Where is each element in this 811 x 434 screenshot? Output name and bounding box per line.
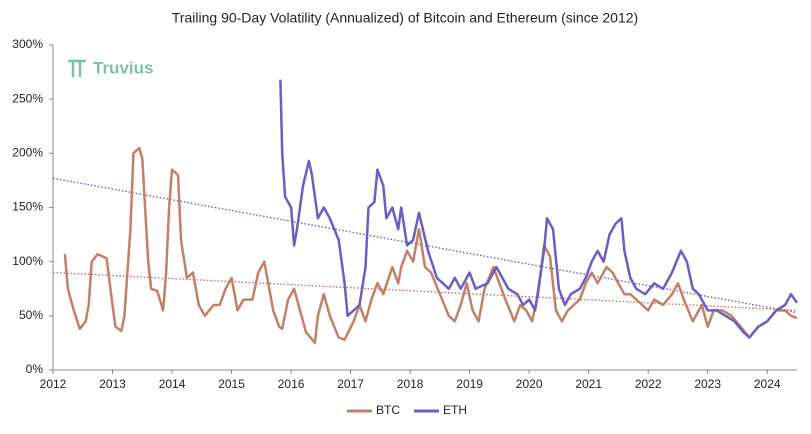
y-tick-label: 150% [12,200,43,214]
y-tick-label: 50% [19,308,43,322]
watermark-icon [68,59,86,77]
y-tick-label: 250% [12,91,43,105]
x-tick-label: 2024 [754,377,781,391]
x-tick-label: 2015 [218,377,245,391]
legend-label: BTC [376,403,400,417]
x-tick-label: 2016 [278,377,305,391]
trendline [52,271,798,312]
x-tick-label: 2020 [516,377,543,391]
y-tick-label: 100% [12,254,43,268]
series-line [63,146,798,345]
x-tick-label: 2018 [397,377,424,391]
x-tick-label: 2021 [575,377,602,391]
x-tick-label: 2013 [99,377,126,391]
x-tick-label: 2022 [635,377,662,391]
y-tick-label: 300% [12,37,43,51]
y-tick-label: 200% [12,146,43,160]
x-tick-label: 2019 [456,377,483,391]
y-tick-label: 0% [26,362,44,376]
series-line [279,79,799,339]
legend-label: ETH [443,403,467,417]
x-tick-label: 2023 [694,377,721,391]
x-tick-label: 2014 [159,377,186,391]
x-tick-label: 2017 [337,377,364,391]
watermark: Truvius [93,58,153,77]
x-tick-label: 2012 [40,377,67,391]
chart-title: Trailing 90-Day Volatility (Annualized) … [172,10,638,26]
